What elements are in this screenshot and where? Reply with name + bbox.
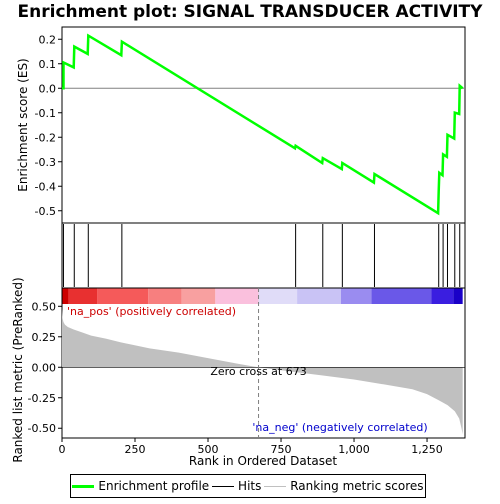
es-panel: 0.2 0.1 0.0 -0.1 -0.2 -0.3 -0.4 -0.5 [35,26,466,224]
legend-label-enrichment: Enrichment profile [98,479,210,493]
gradient-band [297,288,341,304]
na-neg-label: 'na_neg' (negatively correlated) [252,421,427,434]
enrichment-profile-line [62,33,464,216]
ranking-gradient-bar [62,288,463,304]
gradient-band [68,288,98,304]
metric-y-tick-label: -0.25 [28,392,56,405]
legend-item-enrichment: Enrichment profile [72,479,209,493]
legend-label-ranking: Ranking metric scores [290,479,424,493]
legend-swatch-hits [212,485,235,487]
x-tick-label: 750 [271,443,292,456]
metric-panel: 0.50 0.25 0.00 -0.25 -0.50 0 250 500 750 1,000 1,… [28,287,466,456]
es-y-tick-label: -0.1 [35,107,56,120]
x-tick-label: 500 [198,443,219,456]
es-line-group [62,33,464,216]
legend-item-hits: Hits [212,479,261,493]
gradient-band [340,288,372,304]
es-y-tick-label: 0.1 [39,58,57,71]
es-y-axis: 0.2 0.1 0.0 -0.1 -0.2 -0.3 -0.4 -0.5 [35,33,62,218]
legend-label-hits: Hits [238,479,262,493]
es-y-axis-label: Enrichment score (ES) [16,58,30,191]
x-axis: 0 250 500 750 1,000 1,250 [59,438,443,456]
gradient-band [97,288,149,304]
es-y-tick-label: 0.0 [39,82,57,95]
ranking-metric-area [62,308,463,435]
metric-y-axis: 0.50 0.25 0.00 -0.25 -0.50 [28,300,62,435]
es-y-tick-label: -0.3 [35,156,56,169]
metric-y-tick-label: 0.25 [32,331,57,344]
zero-cross-label: Zero cross at 673 [210,365,306,378]
es-y-tick-label: -0.4 [35,180,56,193]
gradient-band [371,288,432,304]
na-pos-label: 'na_pos' (positively correlated) [67,305,236,318]
hit-marks [62,224,461,287]
gradient-band [453,288,463,304]
gradient-band [181,288,216,304]
legend: Enrichment profile Hits Ranking metric s… [70,474,426,498]
x-tick-label: 250 [125,443,146,456]
chart-title: Enrichment plot: SIGNAL TRANSDUCER ACTIV… [17,2,483,22]
hits-panel [61,222,466,289]
x-tick-label: 1,000 [338,443,370,456]
x-tick-label: 1,250 [411,443,443,456]
es-y-tick-label: -0.5 [35,205,56,218]
x-tick-label: 0 [59,443,66,456]
es-panel-frame [61,26,466,224]
metric-area [62,308,465,435]
legend-item-ranking: Ranking metric scores [264,479,424,493]
gradient-band [258,288,298,304]
metric-y-tick-label: 0.50 [32,300,57,313]
legend-swatch-enrichment [72,484,95,488]
metric-y-tick-label: -0.50 [28,422,56,435]
gradient-band [62,288,69,304]
hits-panel-frame [61,222,466,289]
metric-y-axis-label: Ranked list metric (PreRanked) [11,277,25,462]
es-y-tick-label: 0.2 [39,33,57,46]
x-axis-label: Rank in Ordered Dataset [189,454,337,468]
gradient-band [215,288,259,304]
es-y-tick-label: -0.2 [35,131,56,144]
legend-swatch-ranking [264,485,287,487]
gradient-band [148,288,182,304]
gradient-band [431,288,454,304]
metric-y-tick-label: 0.00 [32,361,57,374]
